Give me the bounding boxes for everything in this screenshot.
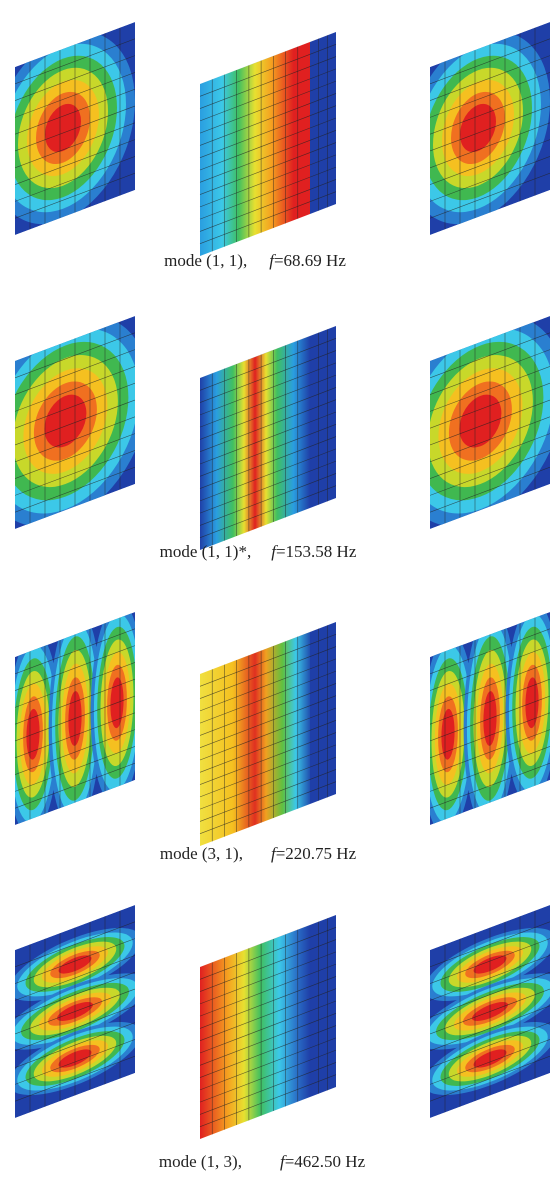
box-front [200,925,310,1139]
caption: mode (1, 1),f=68.69 Hz [164,251,346,270]
mode-label: mode (3, 1), [160,844,243,863]
mode-label: mode (1, 3), [159,1152,242,1171]
caption: mode (1, 3),f=462.50 Hz [159,1152,366,1171]
frequency: =220.75 Hz [276,844,357,863]
plate [0,9,135,248]
plate-surface [396,289,554,554]
box-front [200,42,310,256]
plate [7,584,144,854]
box-side [310,622,336,804]
mode-label: mode (1, 1), [164,251,247,270]
box-front [200,632,310,846]
mode-shapes [0,9,554,1139]
plate-surface [0,9,135,248]
plate [422,584,554,854]
frequency: =462.50 Hz [285,1152,366,1171]
plate-surface [422,584,554,854]
plate-surface [418,901,554,1123]
plate-surface [0,289,149,554]
page: mode (1, 1),f=68.69 Hz mode (1, 1)*,f=15… [0,0,554,1181]
plate [0,289,149,554]
box-side [310,915,336,1097]
plate [418,901,554,1123]
plate-surface [406,9,550,248]
caption: mode (3, 1),f=220.75 Hz [160,844,357,863]
mode-label: mode (1, 1)*, [160,542,252,561]
plate [396,289,554,554]
plate [3,901,147,1123]
box-side [310,32,336,214]
box-side [310,326,336,508]
figure: mode (1, 1),f=68.69 Hz mode (1, 1)*,f=15… [0,0,554,1181]
box-front [200,336,310,550]
plate-surface [3,901,147,1123]
plate [406,9,550,248]
frequency: =68.69 Hz [274,251,346,270]
caption: mode (1, 1)*,f=153.58 Hz [160,542,357,561]
plate-surface [7,584,144,854]
frequency: =153.58 Hz [276,542,357,561]
